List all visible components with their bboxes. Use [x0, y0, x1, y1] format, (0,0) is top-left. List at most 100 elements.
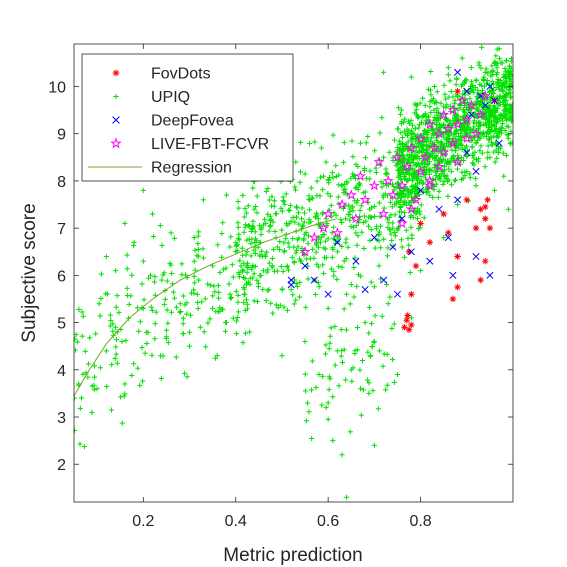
- live-fbt-fcvr-point: [331, 227, 343, 238]
- upiq-point: [265, 288, 271, 294]
- upiq-point: [122, 381, 128, 387]
- upiq-point: [492, 122, 498, 128]
- upiq-point: [283, 191, 289, 197]
- upiq-point: [503, 58, 509, 64]
- upiq-point: [152, 321, 158, 327]
- upiq-point: [487, 88, 493, 94]
- upiq-point: [345, 244, 351, 250]
- upiq-point: [328, 325, 334, 331]
- upiq-point: [473, 77, 479, 83]
- live-fbt-fcvr-point: [336, 198, 348, 210]
- upiq-point: [422, 128, 428, 134]
- upiq-point: [441, 234, 447, 241]
- upiq-point: [367, 206, 373, 212]
- upiq-point: [348, 175, 354, 181]
- upiq-point: [464, 168, 470, 175]
- upiq-point: [506, 87, 512, 93]
- upiq-point: [389, 204, 395, 210]
- legend-label: LIVE-FBT-FCVR: [151, 136, 269, 153]
- upiq-point: [235, 314, 241, 321]
- upiq-point: [117, 394, 124, 400]
- upiq-point: [385, 301, 391, 307]
- upiq-point: [320, 173, 327, 179]
- upiq-point: [122, 220, 128, 227]
- upiq-point: [113, 337, 120, 343]
- legend-item: Regression: [88, 160, 232, 177]
- upiq-point: [490, 90, 497, 97]
- upiq-point: [288, 218, 294, 224]
- upiq-point: [343, 256, 349, 262]
- upiq-point: [486, 117, 492, 123]
- upiq-point: [244, 249, 250, 255]
- fovdots-point: [454, 283, 461, 291]
- upiq-point: [235, 198, 241, 205]
- upiq-point: [397, 171, 403, 177]
- upiq-point: [425, 189, 431, 195]
- upiq-point: [399, 119, 405, 125]
- upiq-point: [426, 171, 432, 177]
- upiq-point: [357, 182, 363, 188]
- upiq-point: [455, 133, 462, 140]
- fovdots-point: [486, 224, 494, 232]
- upiq-point: [279, 353, 285, 359]
- upiq-point: [494, 116, 500, 122]
- upiq-point: [386, 214, 392, 221]
- upiq-point: [113, 344, 119, 350]
- upiq-point: [210, 293, 216, 299]
- upiq-point: [85, 374, 91, 380]
- upiq-point: [294, 283, 300, 290]
- upiq-point: [352, 185, 358, 191]
- upiq-point: [401, 210, 408, 216]
- upiq-point: [428, 68, 434, 75]
- upiq-point: [501, 107, 507, 113]
- upiq-point: [182, 370, 188, 376]
- fovdots-point: [408, 291, 415, 298]
- upiq-point: [377, 130, 383, 136]
- upiq-point: [361, 245, 367, 252]
- plot-area-frame: [73, 43, 514, 503]
- upiq-point: [496, 46, 502, 52]
- upiq-point: [89, 409, 95, 416]
- upiq-point: [401, 254, 407, 260]
- upiq-point: [339, 219, 345, 226]
- upiq-point: [492, 140, 499, 146]
- upiq-point: [293, 214, 300, 220]
- upiq-point: [434, 89, 440, 95]
- upiq-point: [400, 141, 406, 147]
- upiq-point: [326, 346, 332, 352]
- upiq-point: [306, 140, 313, 147]
- upiq-point: [397, 111, 404, 117]
- upiq-point: [250, 218, 256, 224]
- upiq-point: [475, 125, 481, 132]
- upiq-point: [228, 294, 234, 301]
- upiq-point: [492, 127, 499, 133]
- upiq-point: [311, 255, 317, 261]
- upiq-point: [126, 301, 132, 308]
- upiq-point: [159, 277, 165, 283]
- live-fbt-fcvr-point: [322, 208, 334, 219]
- y-tick-label: 8: [57, 174, 66, 191]
- upiq-point: [226, 281, 232, 287]
- upiq-point: [281, 198, 287, 204]
- upiq-point: [454, 201, 461, 208]
- upiq-point: [420, 189, 426, 195]
- legend-box: [81, 53, 294, 182]
- upiq-point: [148, 304, 154, 310]
- upiq-point: [140, 187, 146, 193]
- upiq-point: [321, 245, 327, 251]
- upiq-point: [339, 452, 345, 458]
- upiq-point: [344, 494, 350, 500]
- upiq-point: [398, 237, 405, 243]
- upiq-point: [488, 109, 495, 116]
- upiq-point: [379, 313, 385, 319]
- upiq-point: [328, 266, 335, 272]
- upiq-point: [444, 173, 450, 179]
- upiq-point: [287, 202, 294, 208]
- upiq-point: [352, 255, 358, 261]
- upiq-point: [247, 329, 253, 335]
- upiq-point: [509, 140, 513, 146]
- upiq-point: [140, 378, 146, 384]
- upiq-point: [80, 313, 86, 319]
- upiq-point: [350, 224, 357, 230]
- upiq-point: [480, 77, 486, 83]
